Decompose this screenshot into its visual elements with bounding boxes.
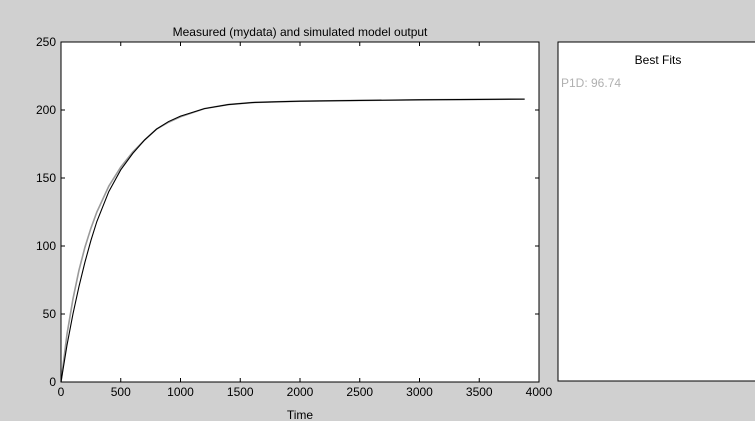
best-fits-panel	[557, 41, 755, 382]
x-tick-label: 3500	[466, 385, 493, 399]
best-fits-title: Best Fits	[635, 53, 682, 67]
x-tick-label: 1000	[167, 385, 194, 399]
x-tick-label: 3000	[406, 385, 433, 399]
x-tick-label: 500	[111, 385, 131, 399]
plot-lines	[60, 98, 525, 383]
chart-title: Measured (mydata) and simulated model ou…	[173, 25, 428, 39]
y-tick-label: 0	[49, 375, 56, 389]
y-tick-label: 150	[36, 171, 56, 185]
x-tick-label: 0	[58, 385, 65, 399]
series-line-2	[60, 98, 525, 383]
x-tick-label: 2000	[287, 385, 314, 399]
y-tick-label: 250	[36, 35, 56, 49]
y-ticks: 0 50 100 150 200 250	[36, 35, 539, 389]
x-axis-label: Time	[287, 408, 314, 421]
best-fit-entry: P1D: 96.74	[561, 76, 621, 90]
x-tick-label: 4000	[526, 385, 553, 399]
y-tick-label: 200	[36, 103, 56, 117]
y-tick-label: 100	[36, 239, 56, 253]
x-tick-label: 2500	[346, 385, 373, 399]
plot-area	[61, 42, 539, 382]
x-ticks: 0 500 1000 1500 2000 2500 3000 3500 4000	[58, 42, 553, 399]
y-tick-label: 50	[43, 307, 57, 321]
x-tick-label: 1500	[227, 385, 254, 399]
